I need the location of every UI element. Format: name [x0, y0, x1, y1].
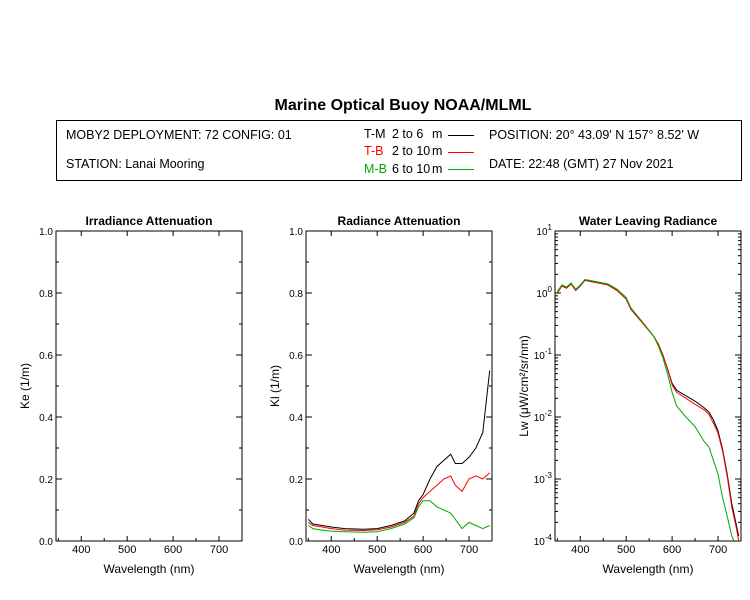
deployment-text: MOBY2 DEPLOYMENT: 72 CONFIG: 01 [66, 128, 292, 142]
x-tick-label: 700 [709, 544, 727, 556]
x-tick-label: 700 [460, 544, 478, 556]
chart-1-xlabel: Wavelength (nm) [354, 562, 445, 576]
y-tick-label: 10-2 [534, 409, 553, 424]
y-tick-label: 100 [536, 285, 552, 300]
x-tick-label: 400 [72, 544, 90, 556]
y-tick-label: 0.2 [289, 475, 303, 486]
y-tick-label: 10-3 [534, 471, 553, 486]
page-title: Marine Optical Buoy NOAA/MLML [274, 97, 532, 114]
y-tick-label: 101 [536, 223, 552, 238]
x-tick-label: 500 [368, 544, 386, 556]
x-tick-label: 400 [571, 544, 589, 556]
series-line-m-b [308, 500, 490, 533]
x-tick-label: 400 [322, 544, 340, 556]
y-tick-label: 0.0 [39, 537, 53, 548]
legend-unit-tb: m [432, 144, 443, 158]
y-tick-label: 1.0 [289, 227, 303, 238]
legend-range-tb: 2 to 10 [392, 144, 431, 158]
chart-1-frame [305, 230, 493, 542]
x-tick-label: 600 [164, 544, 182, 556]
chart-2-ylabel: Lw (μW/cm²/sr/nm) [517, 335, 531, 437]
legend-range-tm: 2 to 6 [392, 127, 424, 141]
y-tick-label: 10-1 [534, 347, 553, 362]
legend-range-mb: 6 to 10 [392, 162, 431, 176]
info-box: MOBY2 DEPLOYMENT: 72 CONFIG: 01 STATION:… [56, 120, 742, 181]
y-tick-label: 0.6 [289, 351, 303, 362]
series-line-t-m [556, 279, 740, 537]
legend-unit-mb: m [432, 162, 443, 176]
legend-code-tb: T-B [364, 144, 384, 158]
chart-2-frame [554, 230, 742, 542]
x-tick-label: 600 [663, 544, 681, 556]
x-tick-label: 600 [414, 544, 432, 556]
y-tick-label: 0.2 [39, 475, 53, 486]
legend-code-tm: T-M [364, 127, 386, 141]
series-line-t-b [308, 472, 491, 532]
y-tick-label: 0.8 [289, 289, 303, 300]
chart-2-title: Water Leaving Radiance [579, 214, 718, 228]
chart-0-ylabel: Ke (1/m) [18, 363, 32, 409]
y-tick-label: 1.0 [39, 227, 53, 238]
legend-line-mb [448, 169, 474, 170]
chart-0-xlabel: Wavelength (nm) [104, 562, 195, 576]
legend-code-mb: M-B [364, 162, 387, 176]
x-tick-label: 500 [617, 544, 635, 556]
y-tick-label: 0.0 [289, 537, 303, 548]
x-tick-label: 700 [210, 544, 228, 556]
y-tick-label: 0.4 [39, 413, 53, 424]
chart-0-frame [55, 230, 243, 542]
series-line-t-m [307, 370, 491, 530]
series-line-m-b [556, 278, 735, 542]
chart-0-title: Irradiance Attenuation [86, 214, 213, 228]
chart-1-ylabel: Kl (1/m) [268, 365, 282, 407]
position-text: POSITION: 20° 43.09' N 157° 8.52' W [489, 128, 700, 142]
date-text: DATE: 22:48 (GMT) 27 Nov 2021 [489, 157, 674, 171]
legend-line-tm [448, 135, 474, 136]
y-tick-label: 10-4 [534, 533, 553, 548]
y-tick-label: 0.4 [289, 413, 303, 424]
y-tick-label: 0.6 [39, 351, 53, 362]
station-text: STATION: Lanai Mooring [66, 157, 205, 171]
series-line-t-b [556, 279, 740, 542]
legend-unit-tm: m [432, 127, 443, 141]
legend-line-tb [448, 152, 474, 153]
x-tick-label: 500 [118, 544, 136, 556]
y-tick-label: 0.8 [39, 289, 53, 300]
chart-1-title: Radiance Attenuation [338, 214, 461, 228]
chart-2-xlabel: Wavelength (nm) [603, 562, 694, 576]
